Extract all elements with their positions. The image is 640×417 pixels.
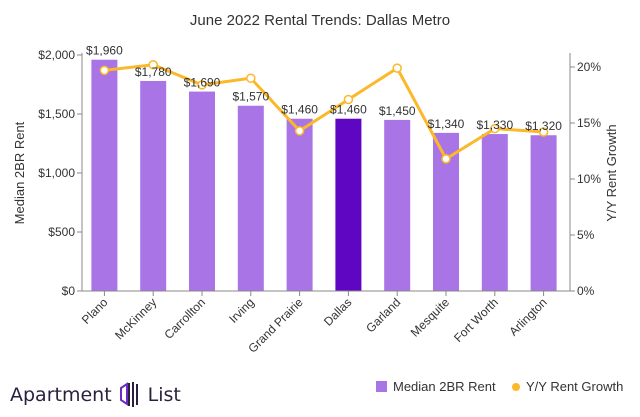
x-tick-label: Plano [79,295,111,327]
growth-point-mesquite [441,154,451,164]
bar-garland [384,119,411,292]
y-tick-label: $0 [62,284,76,298]
bar-mckinney [140,80,167,292]
y2-tick-label: 5% [577,228,595,242]
y2-tick-label: 10% [577,172,601,186]
y2-tick-label: 15% [577,116,601,130]
bar-dallas [335,118,362,291]
y2-axis-label: Y/Y Rent Growth [604,124,619,221]
x-tick-label: Irving [226,295,257,326]
legend-label-rent: Median 2BR Rent [393,379,496,394]
growth-point-dallas [343,94,354,105]
x-tick-label: Dallas [321,295,354,328]
y-axis-label: Median 2BR Rent [12,121,27,224]
bar-data-label: $1,460 [281,103,318,117]
bar-irving [237,105,264,292]
growth-point-plano [99,65,110,76]
x-tick-label: Fort Worth [451,295,501,345]
growth-point-garland [392,63,402,73]
y2-tick-label: 20% [577,60,601,74]
y-tick-label: $1,500 [38,107,75,121]
x-tick-label: Garland [363,295,403,335]
legend-swatch-rent [376,381,387,392]
apartment-list-logo: Apartment List [10,380,181,410]
y2-tick-label: 0% [577,284,595,298]
y-tick-label: $500 [48,225,75,239]
bar-carrollton [189,91,215,291]
growth-point-grand-prairie [294,126,305,136]
bar-data-label: $1,330 [476,118,513,132]
bar-fort-worth [481,134,508,291]
bar-grand-prairie [286,118,313,291]
legend-swatch-growth [512,383,520,391]
growth-point-arlington [538,127,549,137]
legend: Median 2BR Rent Y/Y Rent Growth [376,379,623,394]
bar-data-label: $1,460 [330,103,367,117]
bar-data-label: $1,960 [86,44,123,58]
x-tick-label: McKinney [112,295,159,342]
bar-data-label: $1,450 [379,104,416,118]
x-tick-label: Carrollton [161,295,208,342]
bar-plano [91,59,118,291]
x-tick-label: Arlington [506,295,549,338]
bar-data-label: $1,570 [232,90,269,104]
bar-arlington [530,135,557,291]
y-tick-label: $1,000 [38,166,75,180]
growth-point-mckinney [148,60,158,70]
building-icon [119,382,138,407]
growth-point-irving [246,73,256,83]
growth-point-fort-worth [490,123,500,134]
bar-data-label: $1,780 [135,65,172,79]
x-tick-label: Mesquite [408,295,453,340]
bar-data-label: $1,320 [525,119,562,133]
chart-title: June 2022 Rental Trends: Dallas Metro [190,12,450,29]
growth-point-carrollton [197,80,207,90]
legend-label-growth: Y/Y Rent Growth [526,379,623,394]
bar-data-label: $1,340 [428,117,465,131]
y-tick-label: $2,000 [38,48,75,62]
bar-data-label: $1,690 [184,76,221,90]
growth-line [104,63,544,161]
